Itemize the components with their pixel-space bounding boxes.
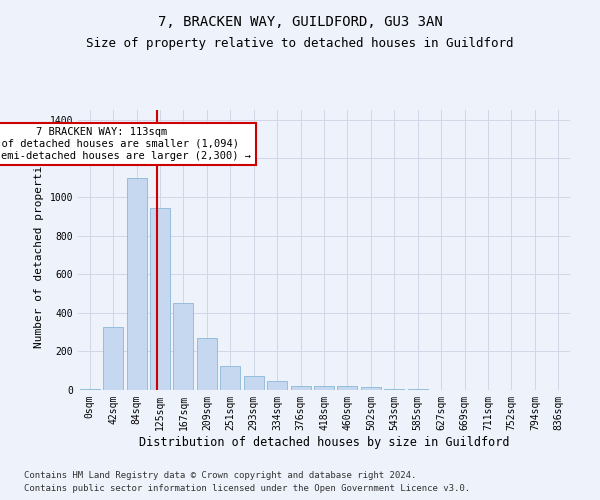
- X-axis label: Distribution of detached houses by size in Guildford: Distribution of detached houses by size …: [139, 436, 509, 448]
- Bar: [314, 386, 334, 390]
- Bar: [290, 386, 311, 390]
- Bar: [197, 338, 217, 390]
- Bar: [150, 208, 170, 390]
- Text: Contains HM Land Registry data © Crown copyright and database right 2024.: Contains HM Land Registry data © Crown c…: [24, 470, 416, 480]
- Text: 7 BRACKEN WAY: 113sqm
← 32% of detached houses are smaller (1,094)
67% of semi-d: 7 BRACKEN WAY: 113sqm ← 32% of detached …: [0, 128, 251, 160]
- Bar: [103, 327, 123, 390]
- Bar: [173, 303, 193, 390]
- Bar: [267, 382, 287, 390]
- Bar: [220, 366, 240, 390]
- Bar: [337, 386, 358, 390]
- Bar: [80, 389, 100, 390]
- Bar: [127, 178, 146, 390]
- Y-axis label: Number of detached properties: Number of detached properties: [34, 152, 44, 348]
- Text: Size of property relative to detached houses in Guildford: Size of property relative to detached ho…: [86, 38, 514, 51]
- Text: Contains public sector information licensed under the Open Government Licence v3: Contains public sector information licen…: [24, 484, 470, 493]
- Bar: [244, 376, 263, 390]
- Bar: [361, 387, 381, 390]
- Text: 7, BRACKEN WAY, GUILDFORD, GU3 3AN: 7, BRACKEN WAY, GUILDFORD, GU3 3AN: [158, 15, 442, 29]
- Bar: [385, 389, 404, 390]
